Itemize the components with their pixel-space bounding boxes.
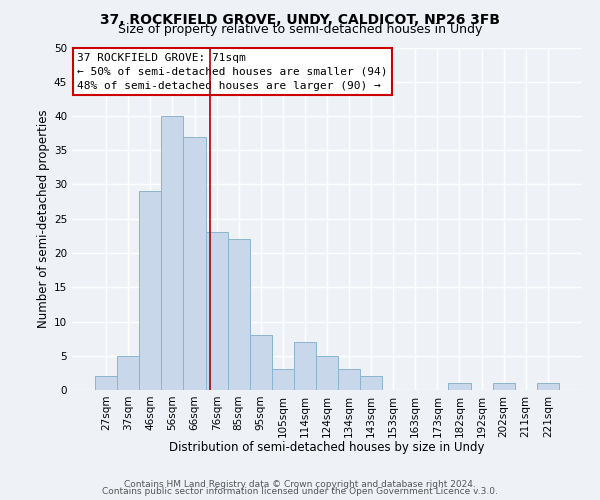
Text: 37, ROCKFIELD GROVE, UNDY, CALDICOT, NP26 3FB: 37, ROCKFIELD GROVE, UNDY, CALDICOT, NP2… — [100, 12, 500, 26]
Text: 37 ROCKFIELD GROVE: 71sqm
← 50% of semi-detached houses are smaller (94)
48% of : 37 ROCKFIELD GROVE: 71sqm ← 50% of semi-… — [77, 52, 388, 90]
Bar — [493, 383, 515, 390]
Bar — [338, 370, 360, 390]
Bar — [161, 116, 184, 390]
Text: Size of property relative to semi-detached houses in Undy: Size of property relative to semi-detach… — [118, 22, 482, 36]
Bar — [272, 370, 294, 390]
Y-axis label: Number of semi-detached properties: Number of semi-detached properties — [37, 110, 50, 328]
Bar — [448, 383, 470, 390]
Text: Contains HM Land Registry data © Crown copyright and database right 2024.: Contains HM Land Registry data © Crown c… — [124, 480, 476, 489]
Bar — [294, 342, 316, 390]
Bar — [250, 335, 272, 390]
Bar — [139, 192, 161, 390]
Bar — [537, 383, 559, 390]
Bar — [95, 376, 117, 390]
Bar — [316, 356, 338, 390]
Bar — [206, 232, 227, 390]
X-axis label: Distribution of semi-detached houses by size in Undy: Distribution of semi-detached houses by … — [169, 441, 485, 454]
Bar — [117, 356, 139, 390]
Text: Contains public sector information licensed under the Open Government Licence v.: Contains public sector information licen… — [102, 487, 498, 496]
Bar — [184, 136, 206, 390]
Bar — [360, 376, 382, 390]
Bar — [227, 240, 250, 390]
